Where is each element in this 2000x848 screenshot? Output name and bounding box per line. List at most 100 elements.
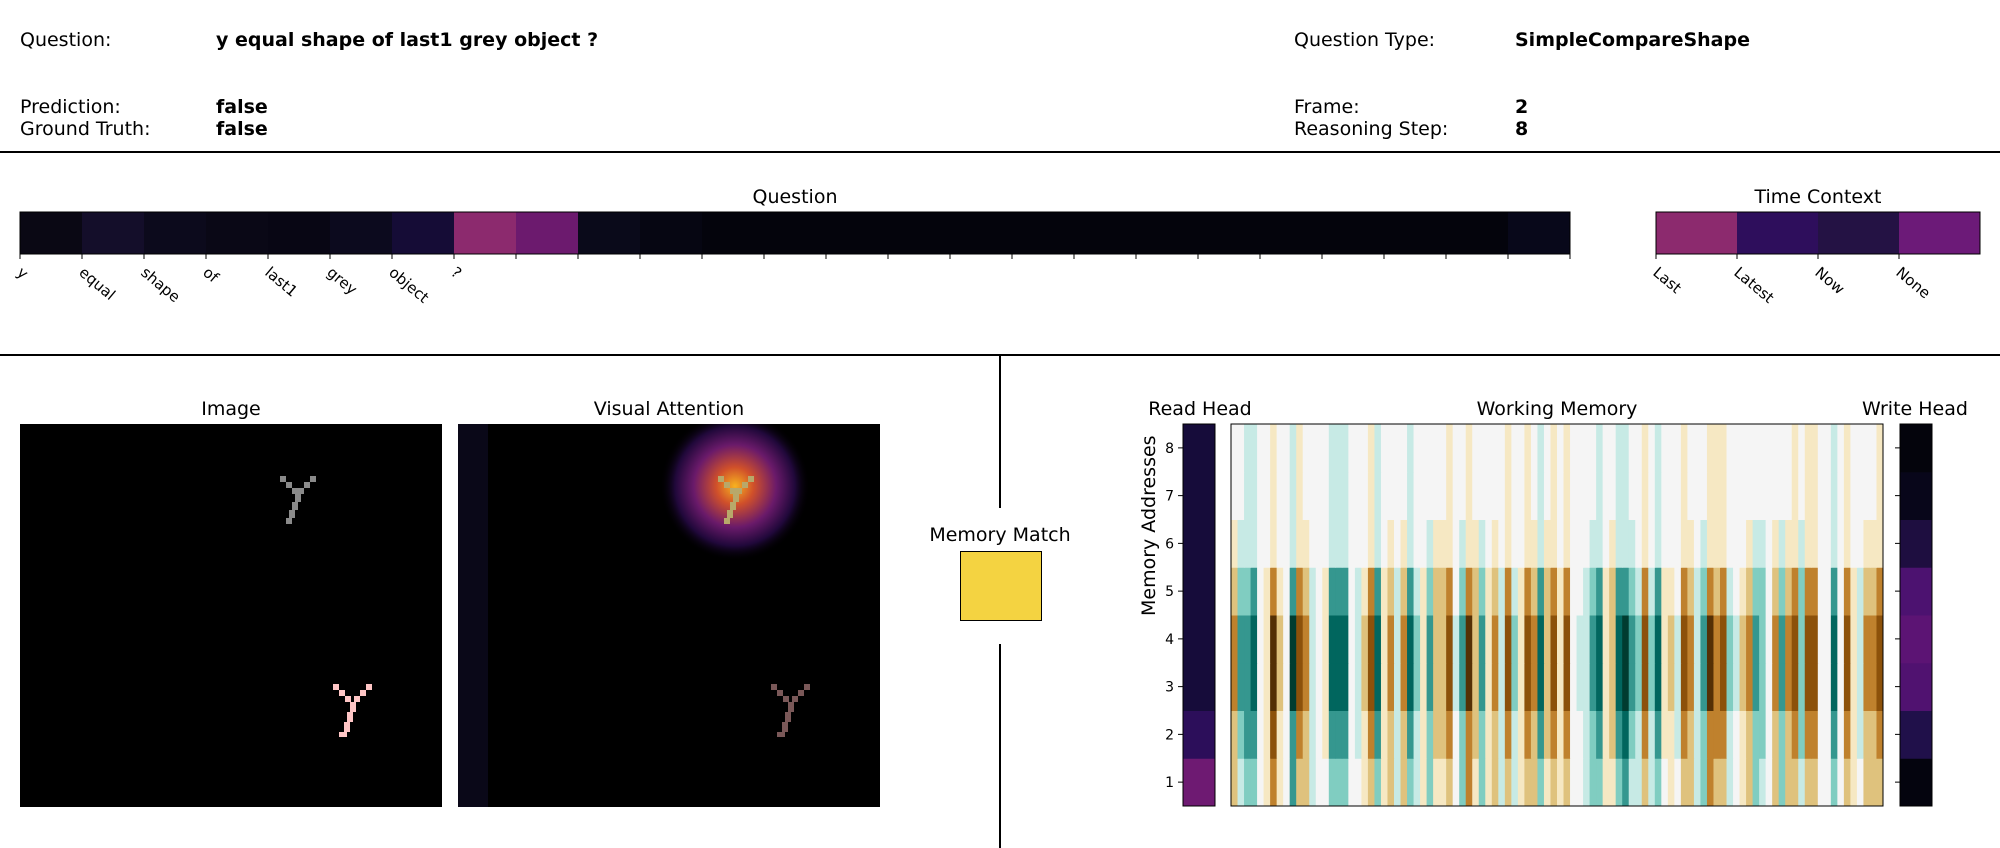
- working-memory-cell: [1661, 567, 1669, 616]
- working-memory-cell: [1465, 615, 1473, 664]
- working-memory-cell: [1394, 615, 1402, 664]
- attended-y-object: [718, 476, 754, 524]
- working-memory-cell: [1315, 567, 1323, 616]
- visual-attention-map: [458, 411, 810, 807]
- working-memory-cell: [1850, 424, 1858, 473]
- working-memory-cell: [1537, 758, 1545, 807]
- working-memory-cell: [1570, 471, 1578, 520]
- working-memory-cell: [1622, 567, 1630, 616]
- working-memory-cell: [1485, 662, 1493, 711]
- working-memory-cell: [1263, 710, 1271, 759]
- working-memory-cell: [1420, 710, 1428, 759]
- working-memory-cell: [1759, 567, 1767, 616]
- working-memory-cell: [1328, 615, 1336, 664]
- working-memory-cell: [1452, 758, 1460, 807]
- working-memory-cell: [1328, 424, 1336, 473]
- working-memory-cell: [1380, 758, 1388, 807]
- working-memory-cell: [1700, 471, 1708, 520]
- working-memory-cell: [1791, 662, 1799, 711]
- working-memory-cell: [1446, 662, 1454, 711]
- working-memory-cell: [1856, 567, 1864, 616]
- working-memory-cell: [1856, 710, 1864, 759]
- question-chart-title: Question: [752, 186, 838, 208]
- working-memory-cell: [1498, 710, 1506, 759]
- working-memory-cell: [1491, 710, 1499, 759]
- working-memory-cell: [1530, 662, 1538, 711]
- read-head-frame: [1182, 423, 1216, 807]
- question-cell: [268, 212, 331, 254]
- working-memory-cell: [1830, 662, 1838, 711]
- working-memory-cell: [1570, 424, 1578, 473]
- working-memory-cell: [1465, 424, 1473, 473]
- working-memory-frame: [1230, 423, 1884, 807]
- working-memory-cell: [1498, 567, 1506, 616]
- working-memory-cell: [1667, 567, 1675, 616]
- working-memory-cell: [1322, 519, 1330, 568]
- working-memory-cell: [1869, 710, 1877, 759]
- working-memory-cell: [1335, 424, 1343, 473]
- working-memory-cell: [1720, 471, 1728, 520]
- working-memory-cell: [1387, 758, 1395, 807]
- working-memory-cell: [1231, 615, 1239, 664]
- working-memory-cell: [1472, 710, 1480, 759]
- working-memory-cell: [1315, 710, 1323, 759]
- working-memory-cell: [1394, 662, 1402, 711]
- working-memory-cell: [1302, 424, 1310, 473]
- working-memory-cell: [1648, 615, 1656, 664]
- working-memory-cell: [1446, 758, 1454, 807]
- working-memory-cell: [1250, 662, 1258, 711]
- working-memory-cell: [1817, 758, 1825, 807]
- working-memory-cell: [1530, 424, 1538, 473]
- working-memory-cell: [1263, 424, 1271, 473]
- working-memory-cell: [1596, 662, 1604, 711]
- working-memory-cell: [1863, 758, 1871, 807]
- question-cell: [20, 212, 83, 254]
- working-memory-cell: [1785, 662, 1793, 711]
- working-memory-cell: [1380, 471, 1388, 520]
- working-memory-cell: [1680, 615, 1688, 664]
- working-memory-cell: [1778, 424, 1786, 473]
- working-memory-cell: [1315, 662, 1323, 711]
- working-memory-cell: [1524, 758, 1532, 807]
- working-memory-cell: [1811, 519, 1819, 568]
- working-memory-cell: [1537, 471, 1545, 520]
- working-memory-cell: [1550, 662, 1558, 711]
- read-head-tick-label: 6: [1165, 536, 1174, 552]
- working-memory-cell: [1622, 662, 1630, 711]
- working-memory-cell: [1237, 662, 1245, 711]
- working-memory-cell: [1348, 710, 1356, 759]
- working-memory-cell: [1283, 471, 1291, 520]
- working-memory-cell: [1635, 567, 1643, 616]
- working-memory-cell: [1250, 471, 1258, 520]
- write-head-cell: [1900, 471, 1932, 520]
- working-memory-cell: [1263, 519, 1271, 568]
- working-memory-cell: [1576, 519, 1584, 568]
- working-memory-cell: [1354, 615, 1362, 664]
- working-memory-cell: [1361, 424, 1369, 473]
- working-memory-cell: [1733, 758, 1741, 807]
- working-memory-cell: [1557, 567, 1565, 616]
- working-memory-cell: [1843, 424, 1851, 473]
- working-memory-cell: [1557, 424, 1565, 473]
- working-memory-cell: [1687, 567, 1695, 616]
- working-memory-cell: [1772, 519, 1780, 568]
- working-memory-cell: [1856, 758, 1864, 807]
- working-memory-cell: [1296, 471, 1304, 520]
- working-memory-cell: [1628, 758, 1636, 807]
- working-memory-cell: [1439, 615, 1447, 664]
- working-memory-cell: [1296, 567, 1304, 616]
- read-head-cell: [1183, 615, 1215, 664]
- working-memory-cell: [1615, 471, 1623, 520]
- working-memory-cell: [1341, 519, 1349, 568]
- working-memory-cell: [1596, 567, 1604, 616]
- working-memory-cell: [1687, 519, 1695, 568]
- working-memory-cell: [1465, 471, 1473, 520]
- working-memory-cell: [1798, 471, 1806, 520]
- working-memory-cell: [1850, 519, 1858, 568]
- working-memory-cell: [1459, 567, 1467, 616]
- working-memory-cell: [1869, 758, 1877, 807]
- working-memory-cell: [1309, 519, 1317, 568]
- working-memory-cell: [1472, 519, 1480, 568]
- working-memory-cell: [1609, 758, 1617, 807]
- working-memory-cell: [1250, 567, 1258, 616]
